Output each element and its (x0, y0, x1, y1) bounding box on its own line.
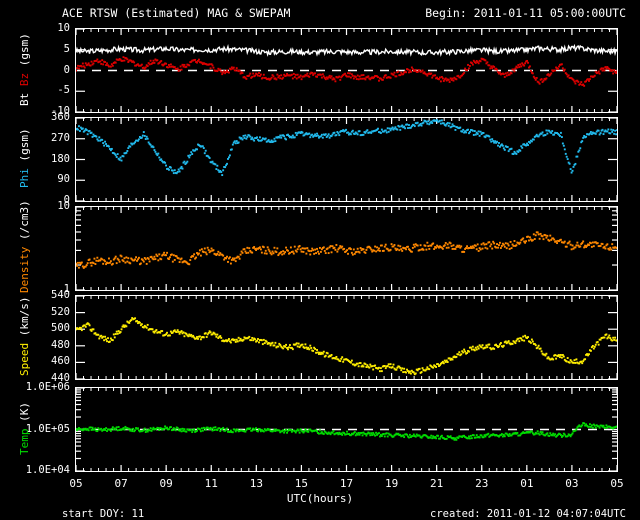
x-tick-label: 13 (249, 477, 263, 490)
x-tick-label: 03 (565, 477, 579, 490)
begin-timestamp: Begin: 2011-01-11 05:00:00UTC (425, 6, 626, 20)
y-tick-label: 1 (63, 283, 70, 295)
tick-marks (76, 118, 617, 201)
plot-area-2 (76, 118, 617, 201)
start-doy-text: start DOY: 11 (62, 508, 145, 520)
series-density (76, 231, 617, 269)
y-axis-label-part: Bz (18, 72, 31, 86)
page-title: ACE RTSW (Estimated) MAG & SWEPAM (62, 6, 291, 20)
y-tick-label: 360 (51, 111, 70, 123)
y-axis-label-part: Bt (18, 85, 31, 106)
series-speed (76, 317, 617, 376)
y-axis-label-1: Bt Bz (gsm) (18, 33, 31, 106)
plot-area-5 (76, 388, 617, 471)
x-tick-label: 07 (114, 477, 128, 490)
y-axis-label-part: (km/s) (18, 296, 31, 343)
panel-bt-bz (75, 28, 618, 113)
y-tick-label: 520 (51, 305, 70, 318)
y-axis-label-part: (gsm) (18, 32, 31, 73)
y-tick-label: 1.0E+04 (25, 464, 70, 476)
panel-phi (75, 117, 618, 202)
series-bt (76, 43, 617, 57)
y-tick-label: 500 (51, 322, 70, 335)
y-tick-label: 1.0E+06 (25, 381, 70, 393)
plot-area-4 (76, 296, 617, 379)
x-tick-label: 09 (159, 477, 173, 490)
y-tick-label: 5 (63, 42, 70, 55)
y-tick-label: 270 (51, 131, 70, 144)
y-tick-label: 480 (51, 338, 70, 351)
panel-density (75, 206, 618, 291)
x-axis-label: UTC(hours) (286, 492, 354, 505)
x-tick-label: 15 (294, 477, 309, 490)
series-phi (76, 119, 617, 177)
y-axis-label-part: Speed (18, 342, 31, 376)
panel-speed (75, 295, 618, 380)
y-tick-label: 0 (63, 63, 70, 76)
plot-area-1 (76, 29, 617, 112)
y-tick-label: 440 (51, 372, 70, 384)
y-axis-label-part: (gsm) (18, 128, 31, 169)
x-tick-label: 23 (475, 477, 489, 490)
plot-area-3 (76, 207, 617, 290)
x-tick-label: 17 (339, 477, 354, 490)
y-tick-label: 460 (51, 355, 70, 368)
y-axis-label-part: Density (18, 246, 31, 294)
x-tick-label: 11 (204, 477, 218, 490)
y-axis-label-part: (/cm3) (18, 200, 31, 247)
y-tick-label: 1.0E+05 (25, 422, 70, 435)
y-tick-label: 540 (51, 289, 70, 301)
y-axis-label-part: Phi (18, 168, 31, 189)
y-axis-label-2: Phi (gsm) (18, 129, 31, 189)
tick-marks (76, 296, 617, 379)
x-tick-label: 05 (610, 477, 624, 490)
y-tick-label: -10 (51, 105, 70, 117)
series-bz (76, 56, 617, 87)
tick-marks (76, 207, 617, 290)
panel-temp (75, 387, 618, 472)
created-timestamp: created: 2011-01-12 04:07:04UTC (430, 508, 626, 520)
y-tick-label: 10 (57, 200, 70, 212)
y-axis-label-5: Temp (K) (18, 402, 31, 455)
x-tick-label: 21 (430, 477, 444, 490)
x-tick-label: 01 (520, 477, 534, 490)
y-axis-label-part: (K) (18, 402, 31, 429)
tick-marks (76, 29, 617, 112)
y-tick-label: 180 (51, 152, 70, 165)
y-tick-label: 90 (57, 173, 70, 186)
series-temp (76, 422, 617, 441)
x-tick-label: 19 (384, 477, 399, 490)
y-axis-label-3: Density (/cm3) (18, 201, 31, 294)
x-tick-label: 05 (69, 477, 83, 490)
y-axis-label-4: Speed (km/s) (18, 296, 31, 375)
tick-marks (76, 388, 617, 471)
y-tick-label: -5 (57, 84, 70, 97)
y-tick-label: 10 (57, 22, 70, 34)
y-tick-label: 0 (63, 194, 70, 206)
y-axis-label-part: Temp (18, 428, 31, 456)
